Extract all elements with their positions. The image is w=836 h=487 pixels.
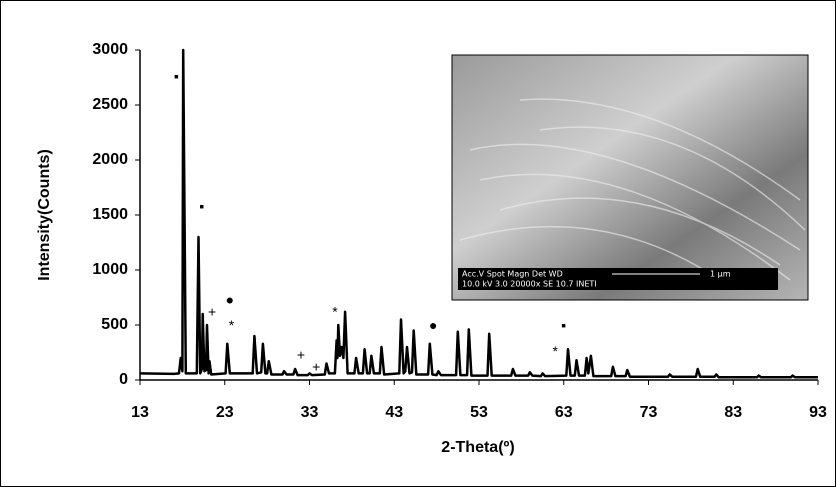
- annotation: *: [229, 317, 235, 333]
- annotation: ▪: [561, 317, 566, 333]
- inset-labels: Acc.V Spot Magn Det WD: [462, 270, 563, 279]
- annotation: +: [208, 304, 216, 320]
- x-tick-label: 33: [301, 404, 319, 421]
- annotation: ●: [429, 317, 437, 333]
- x-axis-title: 2-Theta(º): [441, 439, 514, 456]
- annotation: +: [312, 359, 320, 375]
- y-tick-label: 2500: [92, 96, 128, 113]
- x-tick-label: 63: [555, 404, 573, 421]
- y-tick-label: 0: [119, 371, 128, 388]
- x-tick-label: 73: [640, 404, 658, 421]
- y-tick-label: 1500: [92, 206, 128, 223]
- scale-label: 1 µm: [710, 270, 731, 279]
- y-axis-title: Intensity(Counts): [36, 149, 53, 281]
- x-tick-label: 83: [724, 404, 742, 421]
- annotation: *: [553, 343, 559, 359]
- y-tick-label: 3000: [92, 41, 128, 58]
- y-tick-label: 2000: [92, 151, 128, 168]
- x-tick-label: 43: [385, 404, 403, 421]
- y-tick-label: 1000: [92, 261, 128, 278]
- x-tick-label: 23: [216, 404, 234, 421]
- annotation: +: [297, 347, 305, 363]
- x-tick-label: 93: [809, 404, 827, 421]
- texture: [459, 98, 806, 281]
- annotation: *: [332, 304, 338, 320]
- x-tick-label: 53: [470, 404, 488, 421]
- annotation: ▪: [199, 198, 204, 214]
- inset-values: 10.0 kV 3.0 20000x SE 10.7 INETI: [462, 280, 597, 289]
- annotation: ●: [226, 292, 234, 308]
- y-tick-label: 500: [101, 316, 128, 333]
- inset-image: [451, 54, 809, 301]
- sem-inset: Acc.V Spot Magn Det WD 10.0 kV 3.0 20000…: [451, 54, 809, 301]
- x-tick-label: 13: [131, 404, 149, 421]
- annotation: ▪: [174, 68, 179, 84]
- line: [139, 48, 818, 379]
